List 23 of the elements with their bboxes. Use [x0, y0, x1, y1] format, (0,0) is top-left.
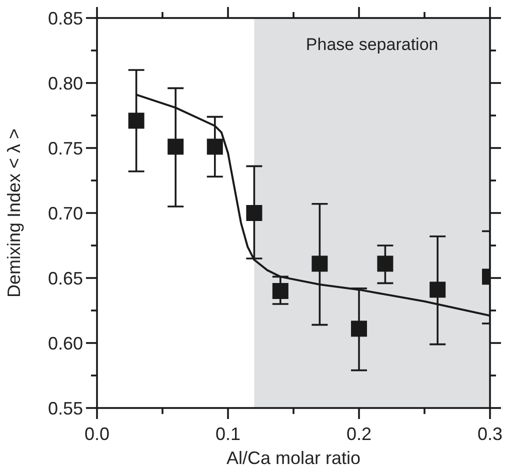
band-label: Phase separation — [306, 35, 438, 54]
x-tick-label: 0.2 — [346, 424, 372, 444]
point — [430, 282, 446, 298]
point — [206, 138, 223, 155]
y-tick-label: 0.70 — [48, 203, 83, 224]
x-tick-label: 0.3 — [477, 424, 503, 444]
point — [168, 138, 184, 155]
y-tick-label: 0.60 — [48, 333, 83, 354]
point — [272, 283, 288, 299]
x-axis-title: Al/Ca molar ratio — [226, 448, 361, 468]
y-tick-label: 0.85 — [48, 8, 83, 28]
y-tick-label: 0.65 — [48, 268, 83, 288]
y-tick-label: 0.55 — [48, 398, 83, 418]
point — [377, 256, 394, 272]
point — [128, 112, 144, 129]
y-axis-title: Demixing Index < λ > — [4, 128, 24, 298]
y-tick-label: 0.80 — [48, 73, 83, 94]
y-tick-label: 0.75 — [48, 138, 83, 158]
point — [351, 320, 367, 337]
x-tick-label: 0.0 — [84, 424, 110, 444]
x-tick-label: 0.1 — [215, 424, 241, 444]
point — [312, 256, 328, 272]
point — [246, 205, 262, 221]
